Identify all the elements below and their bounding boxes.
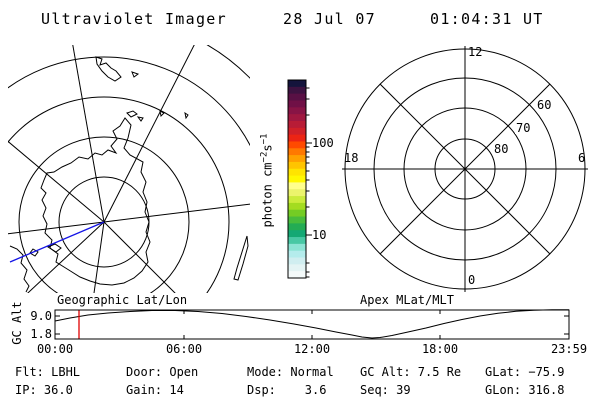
colorbar-band [288,202,306,211]
colorbar-band [288,93,306,102]
mlat-label-60: 60 [536,98,553,112]
colorbar-units-exp2: −1 [259,133,270,145]
colorbar-band [288,216,306,224]
colorbar-band [288,168,306,177]
colorbar-band [288,243,306,252]
meridian-line [103,221,176,293]
time-tick-0600: 06:00 [165,342,203,356]
latitude-circle [8,56,250,147]
status-dsp: Dsp: 3.6 [247,383,327,397]
status-gain: Gain: 14 [126,383,184,397]
apex-polar-grid [342,46,588,292]
coastline [9,245,30,293]
status-gc-alt: GC Alt: 7.5 Re [360,365,462,379]
colorbar-units-label: photon cm−2s−1 [259,127,275,235]
status-glon: GLon: 316.8 [485,383,565,397]
geographic-map [0,0,389,400]
time-tick-1800: 18:00 [421,342,459,356]
colorbar-tick-10: 10 [312,228,327,242]
colorbar-band [288,223,306,231]
colorbar-band [288,155,306,163]
colorbar-units-exp1: −2 [259,151,270,163]
colorbar-border [287,79,307,279]
coastline [40,117,151,286]
status-seq: Seq: 39 [360,383,411,397]
mlt-label-12: 12 [468,45,483,59]
meridian-line [27,221,105,293]
colorbar-band [288,86,306,95]
colorbar-band [288,182,306,190]
mlt-label-0: 0 [468,273,476,287]
mlt-label-18: 18 [344,151,359,165]
coastline [126,110,138,118]
altitude-ytick-9: 9.0 [30,309,52,323]
time-tick-2359: 23:59 [550,342,588,356]
coastline [131,71,140,78]
coastline [136,116,144,122]
status-filter: Flt: LBHL [15,365,81,379]
coastline [46,243,62,253]
latitude-circle [8,96,230,293]
mlt-label-6: 6 [578,151,586,165]
coastline [159,110,165,118]
latitude-circle [18,136,190,293]
coastline [184,111,189,120]
colorbar-band [288,189,306,197]
meridian-line [8,140,105,223]
gc-altitude-plot [54,309,570,340]
colorbar-band [288,141,306,149]
colorbar-band [288,80,306,88]
colorbar-band [288,100,306,108]
colorbar-band [288,134,306,143]
colorbar-tick-100: 100 [312,136,334,150]
colorbar-band [288,120,306,129]
colorbar-units-mid: s [260,144,275,152]
altitude-ytick-1-8: 1.8 [30,327,52,341]
colorbar-band [288,114,306,122]
colorbar-band [288,175,306,184]
coastline [233,235,249,281]
coastline [95,56,122,82]
orbit-track-line [9,221,105,263]
colorbar-band [288,196,306,204]
status-door: Door: Open [126,365,199,379]
polar-plot-title: Apex MLat/MLT [360,293,454,307]
time-tick-0000: 00:00 [36,342,74,356]
mlat-label-70: 70 [515,121,532,135]
colorbar-band [288,161,306,170]
colorbar-band [288,271,306,279]
meridian-line [103,203,250,223]
meridian-line [93,221,105,293]
status-ip: IP: 36.0 [15,383,73,397]
instrument-title: Ultraviolet Imager [41,10,227,28]
date-label: 28 Jul 07 [283,10,376,28]
mlt-spoke [379,83,551,255]
altitude-y-axis-label: GC Alt [10,301,24,345]
altitude-curve [54,309,570,339]
colorbar-band [288,257,306,265]
colorbar-band [288,127,306,136]
colorbar-units-prefix: photon cm [260,162,275,228]
colorbar-band [288,107,306,115]
colorbar-band [288,250,306,259]
latitude-circle [0,0,389,400]
meridian-line [103,45,195,223]
colorbar-band [288,264,306,272]
map-title: Geographic Lat/Lon [57,293,188,307]
flux-colorbar [287,79,312,279]
meridian-line [8,221,105,235]
colorbar-band [288,209,306,218]
status-glat: GLat: −75.9 [485,365,565,379]
time-tick-1200: 12:00 [293,342,331,356]
status-mode: Mode: Normal [247,365,334,379]
colorbar-band [288,237,306,245]
meridian-line [72,45,105,223]
mlat-label-80: 80 [493,142,510,156]
colorbar-band [288,230,306,238]
colorbar-band [288,148,306,156]
time-label: 01:04:31 UT [430,10,544,28]
